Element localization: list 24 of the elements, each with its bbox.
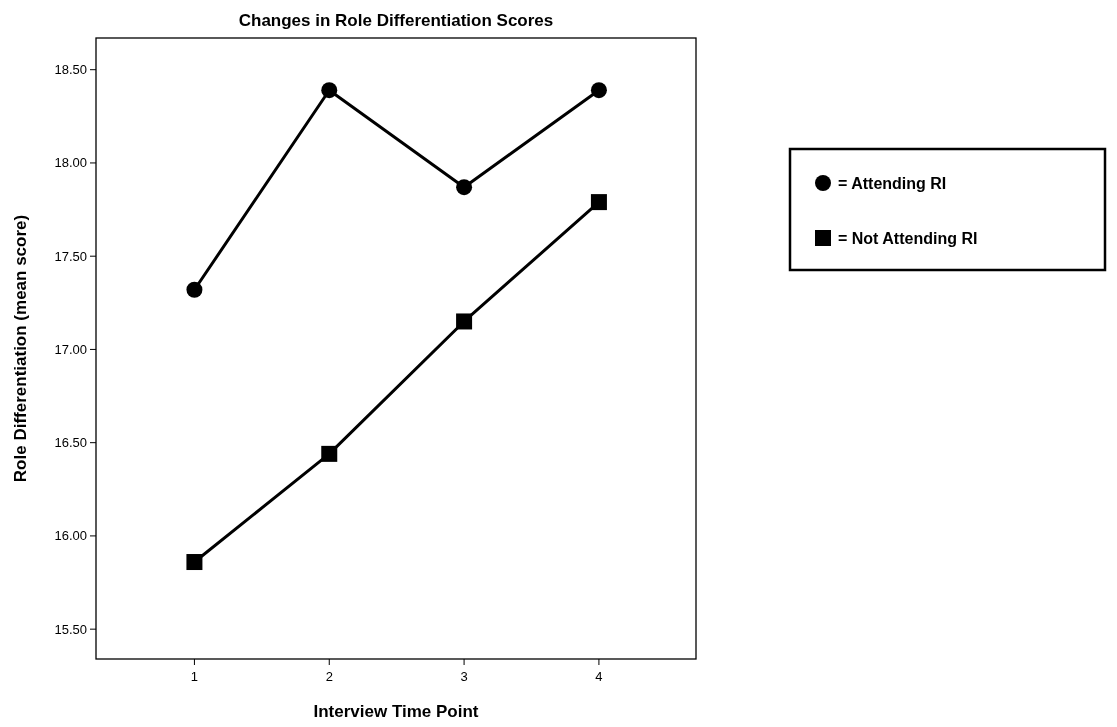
point	[186, 281, 203, 298]
point	[321, 445, 338, 462]
chart-title: Changes in Role Differentiation Scores	[238, 11, 554, 30]
legend-label: = Attending RI	[838, 174, 947, 192]
point	[456, 179, 473, 196]
y-tick-label: 16.00	[54, 528, 87, 544]
x-tick-label: 1	[190, 669, 199, 684]
y-tick-label: 15.50	[54, 621, 87, 637]
y-tick-label: 16.50	[54, 435, 87, 451]
x-axis-title: Interview Time Point	[313, 702, 479, 721]
point	[321, 82, 338, 99]
point	[590, 82, 607, 99]
x-tick-label: 2	[325, 669, 333, 684]
y-tick-label: 18.50	[54, 62, 87, 78]
point	[456, 313, 473, 330]
x-tick-label: 4	[595, 669, 603, 684]
y-axis-title: Role Differentiation (mean score)	[11, 214, 30, 483]
legend-label: = Not Attending RI	[838, 229, 978, 247]
y-tick-label: 17.50	[54, 248, 87, 264]
y-tick-label: 18.00	[54, 155, 87, 171]
point	[186, 554, 203, 571]
x-tick-label: 3	[460, 669, 468, 684]
y-tick-label: 17.00	[54, 341, 87, 357]
point	[590, 194, 607, 211]
